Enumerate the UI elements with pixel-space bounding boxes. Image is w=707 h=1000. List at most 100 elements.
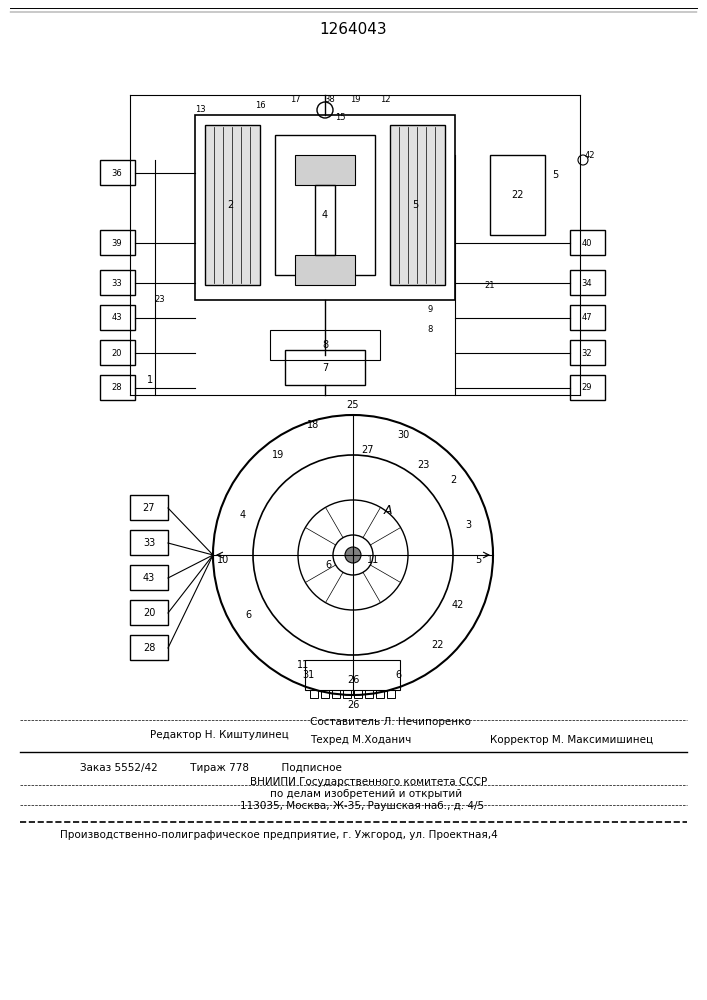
Text: 11: 11 [297, 660, 309, 670]
Text: 21: 21 [485, 280, 495, 290]
Bar [130, 565, 168, 590]
Text: 18: 18 [307, 420, 319, 430]
Circle shape [345, 547, 361, 563]
Bar [195, 115, 455, 300]
Text: 38: 38 [325, 96, 335, 104]
Bar [130, 600, 168, 625]
Bar [295, 155, 355, 185]
Text: 4: 4 [322, 210, 328, 220]
Text: Производственно-полиграфическое предприятие, г. Ужгород, ул. Проектная,4: Производственно-полиграфическое предприя… [60, 830, 498, 840]
Bar [270, 330, 380, 360]
Text: по делам изобретений и открытий: по делам изобретений и открытий [270, 789, 462, 799]
Bar [100, 160, 135, 185]
Bar [387, 690, 395, 698]
Text: ВНИИПИ Государственного комитета СССР: ВНИИПИ Государственного комитета СССР [250, 777, 487, 787]
Text: 20: 20 [112, 349, 122, 358]
Text: Техред М.Ходанич: Техред М.Ходанич [310, 735, 411, 745]
Text: 28: 28 [112, 383, 122, 392]
Bar [570, 340, 605, 365]
Bar [310, 690, 318, 698]
Bar [354, 690, 362, 698]
Text: 1264043: 1264043 [319, 22, 387, 37]
Text: 5: 5 [552, 170, 558, 180]
Bar [130, 635, 168, 660]
Text: 32: 32 [582, 349, 592, 358]
Bar [321, 690, 329, 698]
Text: 27: 27 [143, 503, 156, 513]
Bar [130, 495, 168, 520]
Text: 6: 6 [245, 610, 251, 620]
Text: 43: 43 [143, 573, 155, 583]
Text: 15: 15 [334, 113, 345, 122]
Bar [570, 375, 605, 400]
Text: 22: 22 [512, 190, 525, 200]
Text: 26: 26 [347, 675, 359, 685]
Text: 30: 30 [397, 430, 409, 440]
Text: 34: 34 [582, 278, 592, 288]
Text: 8: 8 [427, 326, 433, 334]
Text: A: A [384, 504, 392, 516]
Text: 33: 33 [112, 278, 122, 288]
Text: 12: 12 [380, 96, 390, 104]
Bar [100, 230, 135, 255]
Text: 6: 6 [395, 670, 401, 680]
Text: 1: 1 [147, 375, 153, 385]
Bar [570, 305, 605, 330]
Text: 6: 6 [325, 560, 331, 570]
Text: 113035, Москва, Ж-35, Раушская наб., д. 4/5: 113035, Москва, Ж-35, Раушская наб., д. … [240, 801, 484, 811]
Text: 2: 2 [227, 200, 233, 210]
Text: 16: 16 [255, 101, 265, 109]
Text: 7: 7 [322, 363, 328, 373]
Text: 26: 26 [347, 700, 359, 710]
Text: 17: 17 [290, 96, 300, 104]
Bar [205, 125, 260, 285]
Bar [305, 660, 400, 690]
Text: 25: 25 [346, 400, 359, 410]
Bar [376, 690, 384, 698]
Bar [100, 340, 135, 365]
Bar [285, 350, 365, 385]
Bar [130, 530, 168, 555]
Text: 47: 47 [582, 314, 592, 322]
Text: 23: 23 [417, 460, 429, 470]
Bar [365, 690, 373, 698]
Text: 28: 28 [143, 643, 156, 653]
Text: 3: 3 [465, 520, 471, 530]
Text: 36: 36 [112, 168, 122, 178]
Text: 13: 13 [194, 105, 205, 114]
Bar [570, 230, 605, 255]
Bar [100, 305, 135, 330]
Bar [275, 135, 375, 275]
Text: 5: 5 [412, 200, 418, 210]
Text: 9: 9 [427, 306, 433, 314]
Text: 8: 8 [322, 340, 328, 350]
Text: Корректор М. Максимишинец: Корректор М. Максимишинец [490, 735, 653, 745]
Bar [295, 255, 355, 285]
Bar [390, 125, 445, 285]
Text: Редактор Н. Киштулинец: Редактор Н. Киштулинец [150, 730, 288, 740]
Bar [332, 690, 340, 698]
Text: 42: 42 [452, 600, 464, 610]
Text: 27: 27 [362, 445, 374, 455]
Text: 39: 39 [112, 238, 122, 247]
Bar [570, 270, 605, 295]
Text: 4: 4 [240, 510, 246, 520]
Text: 23: 23 [155, 296, 165, 304]
Text: 29: 29 [582, 383, 592, 392]
Text: 20: 20 [143, 608, 156, 618]
Text: 2: 2 [450, 475, 456, 485]
Text: 43: 43 [112, 314, 122, 322]
Bar [315, 185, 335, 255]
Bar [100, 270, 135, 295]
Text: 40: 40 [582, 238, 592, 247]
Bar [343, 690, 351, 698]
Text: 5: 5 [475, 555, 481, 565]
Text: 33: 33 [143, 538, 155, 548]
Text: 42: 42 [585, 150, 595, 159]
Text: 19: 19 [272, 450, 284, 460]
Text: 19: 19 [350, 96, 361, 104]
Text: Заказ 5552/42          Тираж 778          Подписное: Заказ 5552/42 Тираж 778 Подписное [80, 763, 342, 773]
Text: 22: 22 [432, 640, 444, 650]
Text: 10: 10 [217, 555, 229, 565]
Text: Составитель Л. Нечипоренко: Составитель Л. Нечипоренко [310, 717, 471, 727]
